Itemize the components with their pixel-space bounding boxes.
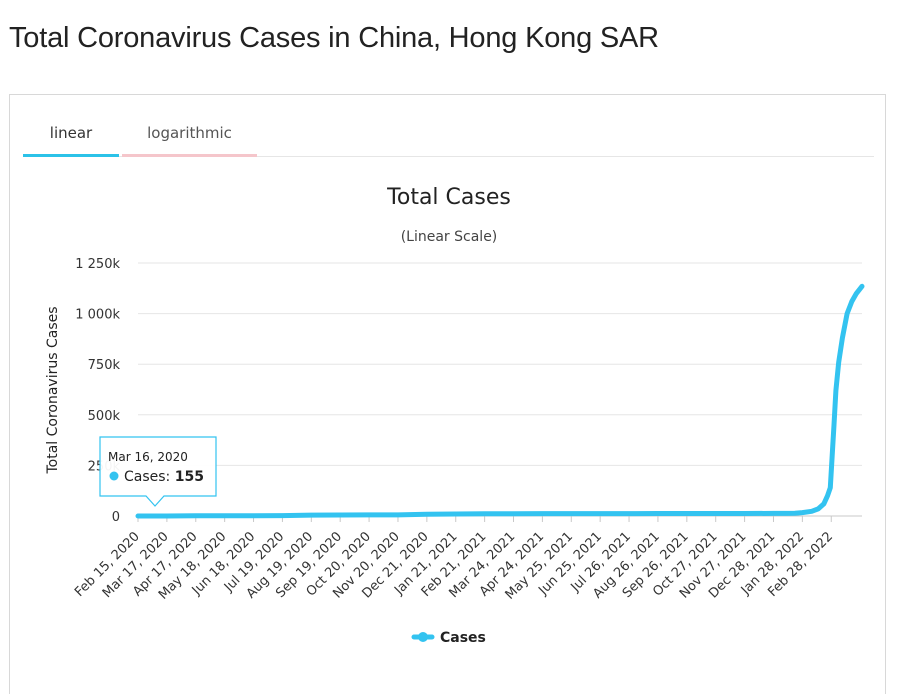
tooltip-box	[99, 436, 217, 507]
chart-title: Total Cases	[386, 185, 511, 210]
tab-linear[interactable]: linear	[23, 95, 119, 157]
page-title: Total Coronavirus Cases in China, Hong K…	[9, 22, 659, 54]
tooltip-marker	[109, 471, 119, 481]
y-tick-label: 1 250k	[75, 257, 120, 272]
grid	[138, 262, 862, 517]
y-tick-label: 500k	[88, 409, 121, 424]
chart: Total Cases (Linear Scale) Total Coronav…	[45, 185, 865, 646]
legend-marker	[418, 632, 428, 642]
chart-panel: linear logarithmic	[9, 94, 886, 694]
series-cases	[135, 283, 865, 519]
y-tick-label: 1 000k	[75, 308, 120, 323]
tooltip-number: 155	[175, 469, 204, 485]
legend[interactable]: Cases	[411, 630, 486, 646]
tooltip-value: Cases: 155	[124, 469, 204, 485]
legend-label[interactable]: Cases	[440, 630, 486, 646]
tooltip-date: Mar 16, 2020	[108, 450, 188, 464]
tooltip-series-label: Cases:	[124, 469, 170, 485]
chart-subtitle: (Linear Scale)	[401, 229, 498, 245]
y-axis-label: Total Coronavirus Cases	[45, 306, 61, 474]
y-tick-label: 750k	[88, 358, 121, 373]
series-line	[135, 283, 865, 519]
y-tick-label: 0	[112, 510, 120, 525]
tab-logarithmic[interactable]: logarithmic	[122, 95, 257, 157]
scale-tabs: linear logarithmic	[23, 95, 874, 157]
tooltip: Mar 16, 2020 Cases: 155	[99, 436, 217, 507]
